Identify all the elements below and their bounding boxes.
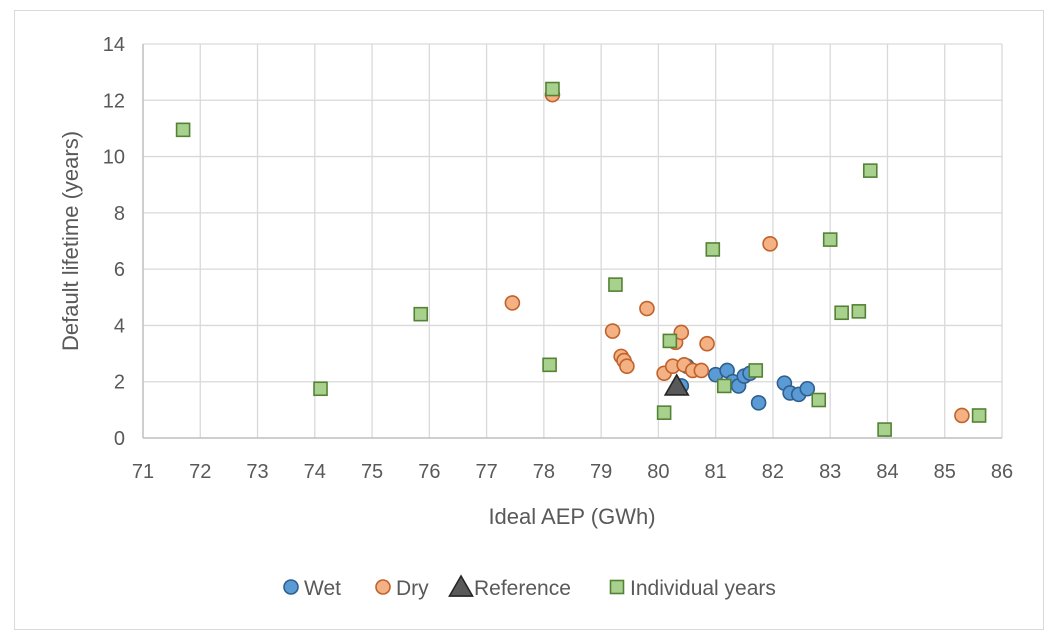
legend-marker-reference [448, 574, 474, 597]
wet-point [750, 395, 767, 411]
individual-years-point [811, 392, 827, 408]
y-axis-title: Default lifetime (years) [58, 131, 83, 351]
individual-years-point [822, 232, 838, 247]
individual-years-point [542, 357, 557, 373]
y-tick-label: 2 [114, 372, 125, 394]
individual-years-point [851, 304, 867, 319]
x-tick-label: 73 [246, 461, 268, 483]
dry-point [504, 295, 521, 311]
series-dry [504, 86, 970, 424]
x-tick-label: 85 [934, 461, 956, 483]
legend-label-wet: Wet [304, 577, 341, 600]
x-tick-label: 84 [876, 461, 898, 483]
x-tick-label: 72 [189, 461, 211, 483]
individual-years-point [877, 422, 892, 437]
y-tick-label: 0 [114, 428, 125, 450]
individual-years-point [716, 378, 732, 394]
x-axis-title: Ideal AEP (GWh) [488, 504, 655, 529]
dry-point [693, 362, 710, 379]
x-tick-label: 71 [132, 461, 154, 483]
legend-marker-wet [283, 579, 299, 595]
individual-years-point [313, 381, 328, 397]
dry-point [673, 324, 690, 341]
legend-item-wet: Wet [283, 577, 341, 600]
legend-label-reference: Reference [474, 577, 571, 600]
individual-years-point [545, 81, 560, 97]
x-tick-label: 78 [533, 461, 555, 483]
individual-years-point [656, 405, 672, 420]
legend-item-dry: Dry [375, 577, 429, 600]
series-reference [663, 373, 690, 396]
individual-years-point [662, 333, 678, 349]
dry-point [619, 358, 635, 375]
individual-years-point [834, 305, 849, 321]
x-tick-label: 83 [819, 461, 841, 483]
x-tick-label: 81 [705, 461, 727, 483]
chart-frame [14, 10, 1044, 630]
legend-item-individual-years: Individual years [609, 577, 776, 600]
individual-years-point [608, 277, 623, 292]
legend-marker-dry [375, 579, 391, 595]
x-tick-label: 80 [647, 461, 669, 483]
legend-item-reference: Reference [448, 574, 571, 600]
axes: 71 72 73 74 75 76 77 78 79 80 81 82 83 84 85 86 0 2 4 6 8 10 1… [103, 34, 1013, 483]
x-tick-label: 74 [304, 461, 326, 483]
x-tick-label: 86 [991, 461, 1013, 483]
x-tick-label: 75 [361, 461, 383, 483]
individual-years-point [748, 363, 764, 378]
dry-point [699, 335, 715, 352]
y-tick-label: 8 [114, 203, 125, 225]
y-tick-label: 14 [103, 34, 125, 56]
x-tick-label: 82 [762, 461, 784, 483]
dry-point [639, 300, 655, 317]
legend-marker-individual-years [609, 579, 625, 595]
y-tick-label: 12 [103, 90, 125, 112]
dry-point [762, 236, 778, 252]
wet-point [799, 380, 816, 397]
y-tick-label: 4 [114, 315, 125, 337]
x-tick-label: 76 [418, 461, 440, 483]
individual-years-point [175, 122, 191, 138]
dry-point [604, 323, 621, 339]
individual-years-point [862, 163, 878, 178]
legend-label-dry: Dry [396, 577, 429, 600]
individual-years-point [705, 242, 721, 257]
individual-years-point [413, 306, 429, 322]
x-tick-label: 77 [475, 461, 497, 483]
y-tick-label: 6 [114, 259, 125, 281]
legend: Wet Dry Reference Individual years [283, 574, 776, 600]
x-tick-label: 79 [590, 461, 612, 483]
legend-label-individual-years: Individual years [630, 577, 776, 600]
series-individual-years [175, 81, 987, 437]
reference-point [663, 373, 690, 396]
individual-years-point [971, 408, 987, 423]
dry-point [954, 407, 970, 424]
data-marks [175, 81, 987, 437]
y-tick-label: 10 [103, 147, 125, 169]
gridlines [143, 43, 1003, 438]
